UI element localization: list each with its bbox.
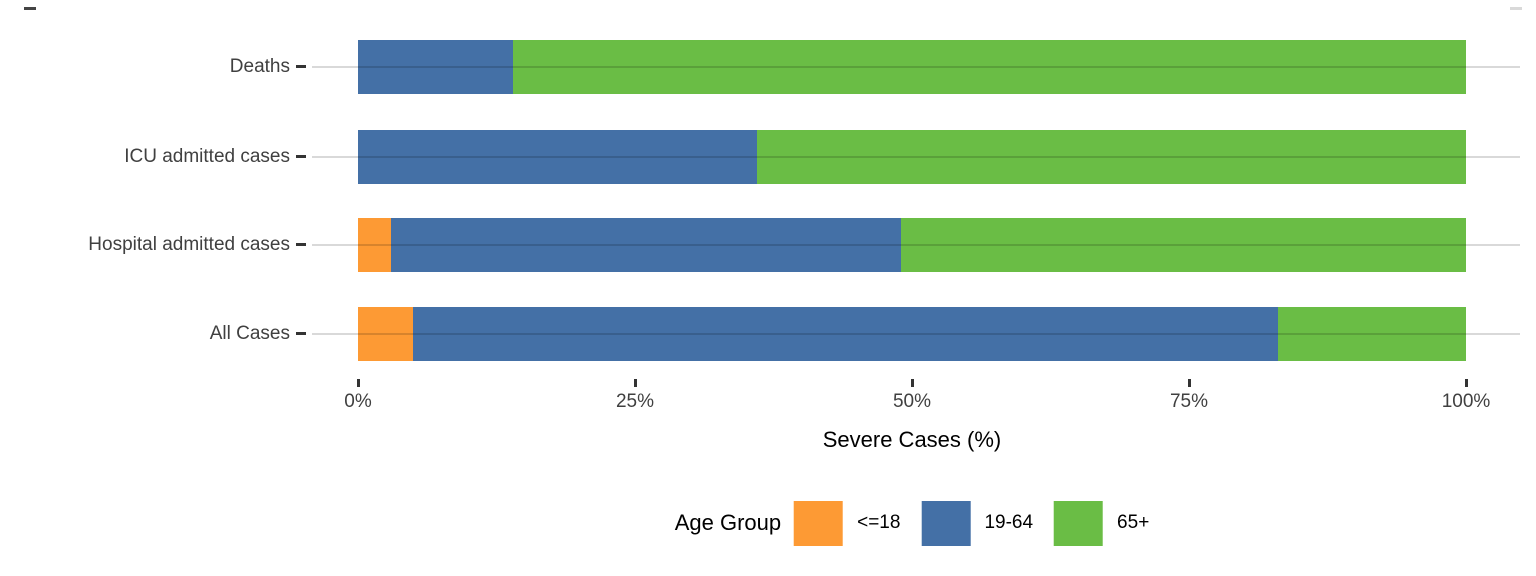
x-axis-title: Severe Cases (%) xyxy=(822,427,1002,452)
bar-segment xyxy=(413,307,1278,361)
x-tick-label: 100% xyxy=(1441,391,1491,412)
bar-segment xyxy=(1277,307,1466,361)
crop-artifact-dash-right xyxy=(1510,7,1522,10)
gridline xyxy=(312,333,1520,335)
x-tick-label: 0% xyxy=(344,391,372,412)
legend: Age Group <=18 19-64 65+ xyxy=(674,499,1150,547)
bar-segment xyxy=(900,218,1466,272)
legend-label: <=18 xyxy=(857,512,901,533)
bar-segment xyxy=(391,218,901,272)
x-tick-label: 25% xyxy=(615,391,655,412)
bar-segment xyxy=(358,218,392,272)
y-axis-tick xyxy=(296,155,306,158)
y-axis-label: Hospital admitted cases xyxy=(88,234,290,255)
bar-segment xyxy=(358,130,757,184)
gridline xyxy=(312,156,1520,158)
x-axis-tick xyxy=(1187,379,1191,387)
y-axis-label: Deaths xyxy=(229,56,290,77)
legend-label: 65+ xyxy=(1117,512,1150,533)
crop-artifact-dash-left xyxy=(24,7,36,10)
y-axis-label: ICU admitted cases xyxy=(124,146,290,167)
legend-swatch xyxy=(1054,500,1104,546)
y-axis-tick xyxy=(296,243,306,246)
x-axis-tick xyxy=(910,379,914,387)
bar-segment xyxy=(756,130,1466,184)
x-tick-label: 50% xyxy=(892,391,932,412)
gridline xyxy=(312,244,1520,246)
x-axis-tick xyxy=(1464,379,1468,387)
legend-swatch xyxy=(921,500,971,546)
y-axis-label: All Cases xyxy=(209,323,290,344)
gridline xyxy=(312,66,1520,68)
x-axis-tick xyxy=(356,379,360,387)
bar-segment xyxy=(513,40,1466,94)
x-axis-tick xyxy=(633,379,637,387)
bar-segment xyxy=(358,40,514,94)
y-axis-tick xyxy=(296,65,306,68)
y-axis-tick xyxy=(296,332,306,335)
legend-label: 19-64 xyxy=(984,512,1034,533)
legend-title: Age Group xyxy=(674,510,782,535)
x-tick-label: 75% xyxy=(1169,391,1209,412)
bar-segment xyxy=(358,307,414,361)
legend-swatch xyxy=(794,500,844,546)
